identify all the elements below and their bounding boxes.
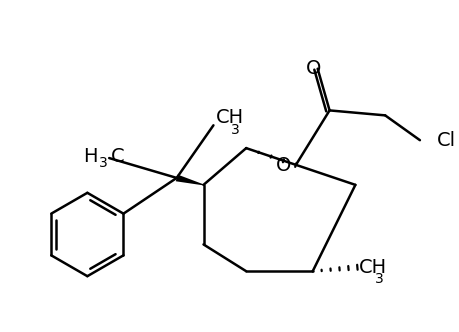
Text: CH: CH: [359, 258, 387, 277]
Text: C: C: [111, 146, 125, 166]
Text: 3: 3: [375, 272, 384, 286]
Polygon shape: [176, 175, 204, 185]
Text: CH: CH: [215, 108, 244, 127]
Text: O: O: [276, 155, 291, 175]
Text: H: H: [83, 146, 97, 166]
Text: 3: 3: [231, 123, 240, 137]
Text: Cl: Cl: [437, 131, 456, 150]
Text: O: O: [306, 59, 321, 78]
Text: 3: 3: [99, 156, 107, 170]
